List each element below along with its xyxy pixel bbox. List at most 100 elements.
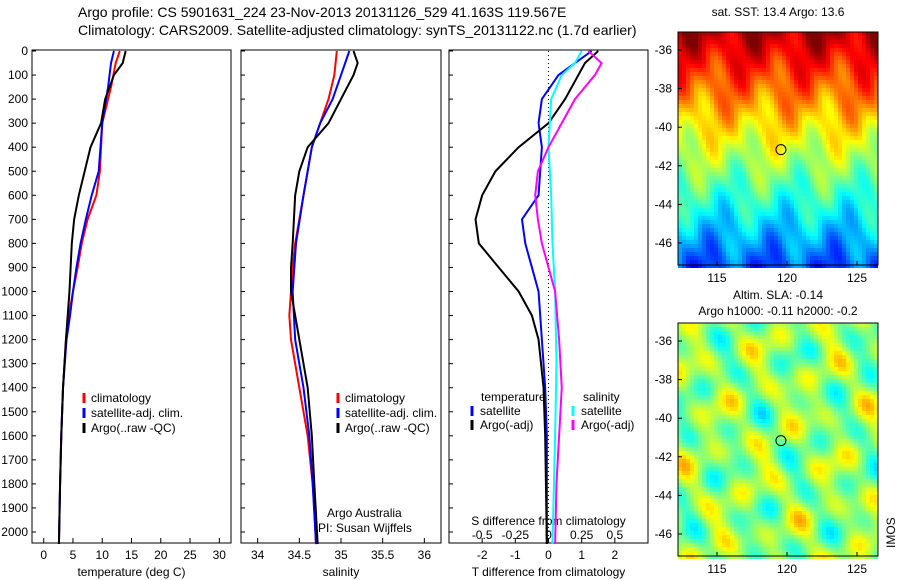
legend-label: Argo(-adj) xyxy=(480,418,533,432)
y-tick-label: 1200 xyxy=(1,333,28,347)
legend-title-salinity: salinity xyxy=(583,390,620,404)
y-tick-label: 100 xyxy=(8,68,28,82)
lon-tick-label: 115 xyxy=(707,271,726,285)
x-tick-label: 30 xyxy=(213,548,227,562)
lon-tick-label: 120 xyxy=(777,271,797,285)
x-tick-label: 20 xyxy=(154,548,168,562)
y-tick-label: 400 xyxy=(8,140,28,154)
s-tick-label: -0.25 xyxy=(502,528,530,542)
series-line xyxy=(57,50,115,545)
lat-tick-label: -38 xyxy=(655,82,673,96)
series-line xyxy=(520,50,593,545)
x-tick-label: 10 xyxy=(96,548,110,562)
argo-location-marker xyxy=(775,435,787,447)
x-tick-label: -2 xyxy=(477,548,488,562)
lat-tick-label: -42 xyxy=(655,450,673,464)
x-tick-label: 5 xyxy=(70,548,77,562)
x-tick-label: 25 xyxy=(183,548,197,562)
y-tick-label: 1700 xyxy=(1,453,28,467)
legend-label: satellite-adj. clim. xyxy=(345,406,437,420)
sla-map-title-1: Altim. SLA: -0.14 xyxy=(733,288,823,302)
argo-location-marker xyxy=(775,144,787,156)
y-tick-label: 1300 xyxy=(1,357,28,371)
x-tick-label: 34.5 xyxy=(288,548,312,562)
y-tick-label: 500 xyxy=(8,164,28,178)
series-line xyxy=(547,50,583,545)
y-tick-label: 600 xyxy=(8,188,28,202)
legend-label: satellite xyxy=(581,404,622,418)
panel-frame xyxy=(240,49,442,544)
map-frame xyxy=(677,31,879,266)
lon-tick-label: 120 xyxy=(777,562,797,576)
x-axis-label: temperature (deg C) xyxy=(77,565,185,579)
lat-tick-label: -36 xyxy=(655,43,673,57)
legend-label: satellite-adj. clim. xyxy=(91,406,183,420)
legend-label: satellite xyxy=(480,404,521,418)
x-tick-label: 34 xyxy=(251,548,265,562)
y-tick-label: 800 xyxy=(8,236,28,250)
title-line-2: Climatology: CARS2009. Satellite-adjuste… xyxy=(78,22,637,38)
sst-map-title: sat. SST: 13.4 Argo: 13.6 xyxy=(712,5,845,19)
legend-label: climatology xyxy=(345,391,405,405)
lon-tick-label: 125 xyxy=(847,271,867,285)
imos-timestamp: IMOS 01-Dec-2013 20:01:58 xyxy=(884,505,900,548)
y-tick-label: 2000 xyxy=(1,525,28,539)
y-tick-label: 1500 xyxy=(1,405,28,419)
legend-title-temperature: temperature xyxy=(481,390,546,404)
annotation-line: Argo Australia xyxy=(327,506,402,520)
x-tick-label: -1 xyxy=(510,548,521,562)
s-tick-label: 0.5 xyxy=(606,528,623,542)
map-frame xyxy=(677,322,879,557)
y-tick-label: 200 xyxy=(8,92,28,106)
lat-tick-label: -44 xyxy=(655,488,673,502)
title-line-1: Argo profile: CS 5901631_224 23-Nov-2013… xyxy=(78,4,567,20)
x-tick-label: 2 xyxy=(611,548,618,562)
legend-label: Argo(-adj) xyxy=(581,418,634,432)
x-tick-label: 0 xyxy=(545,548,552,562)
y-tick-label: 900 xyxy=(8,260,28,274)
lon-tick-label: 115 xyxy=(707,562,726,576)
x-tick-label: 36 xyxy=(418,548,432,562)
y-tick-label: 1000 xyxy=(1,285,28,299)
annotation-line: PI: Susan Wijffels xyxy=(318,521,412,535)
legend-label: Argo(..raw -QC) xyxy=(345,421,430,435)
x-tick-label: 15 xyxy=(125,548,139,562)
y-tick-label: 1100 xyxy=(2,309,28,323)
lat-tick-label: -42 xyxy=(655,159,673,173)
y-tick-label: 1900 xyxy=(1,501,28,515)
s-axis-label: S difference from climatology xyxy=(471,514,626,528)
series-line xyxy=(534,50,603,545)
y-tick-label: 700 xyxy=(8,212,28,226)
legend-label: climatology xyxy=(91,391,151,405)
x-tick-label: 1 xyxy=(578,548,585,562)
x-tick-label: 0 xyxy=(40,548,47,562)
series-line xyxy=(291,50,351,545)
x-axis-label: T difference from climatology xyxy=(472,565,626,579)
series-line xyxy=(57,50,127,545)
s-tick-label: 0 xyxy=(545,528,552,542)
sla-map-field xyxy=(678,323,878,559)
lat-tick-label: -36 xyxy=(655,334,673,348)
lon-tick-label: 125 xyxy=(847,562,867,576)
x-tick-label: 35.5 xyxy=(371,548,395,562)
x-axis-label: salinity xyxy=(323,565,360,579)
y-tick-label: 1600 xyxy=(1,429,28,443)
x-tick-label: 35 xyxy=(334,548,348,562)
lat-tick-label: -40 xyxy=(655,120,673,134)
legend-label: Argo(..raw -QC) xyxy=(91,421,176,435)
sst-map-field xyxy=(678,32,878,268)
lat-tick-label: -40 xyxy=(655,411,673,425)
y-tick-label: 1800 xyxy=(1,477,28,491)
sla-map-title-2: Argo h1000: -0.11 h2000: -0.2 xyxy=(698,304,858,318)
lat-tick-label: -46 xyxy=(655,236,673,250)
panel-frame xyxy=(31,49,232,544)
y-tick-label: 0 xyxy=(21,44,28,58)
lat-tick-label: -44 xyxy=(655,197,673,211)
lat-tick-label: -38 xyxy=(655,373,673,387)
s-tick-label: -0.5 xyxy=(472,528,493,542)
series-line xyxy=(290,50,359,545)
y-tick-label: 300 xyxy=(8,116,28,130)
s-tick-label: 0.25 xyxy=(570,528,594,542)
